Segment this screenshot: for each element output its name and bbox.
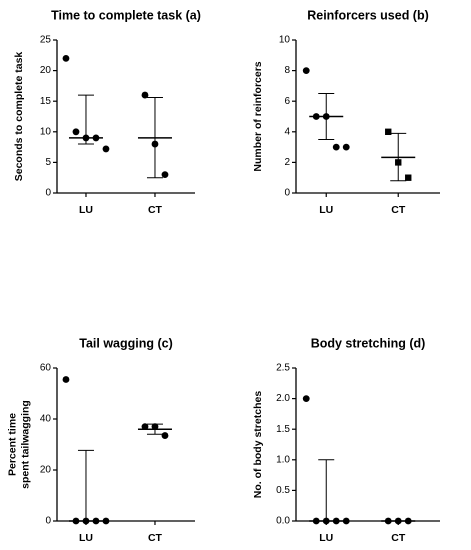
x-tick-label: CT: [391, 204, 406, 216]
data-point: [384, 517, 392, 525]
y-tick-label: 1.0: [276, 454, 290, 465]
y-tick-label: 20: [40, 65, 52, 76]
y-tick-label: 4: [284, 126, 290, 137]
data-point: [102, 145, 110, 153]
data-point: [141, 423, 149, 431]
data-point: [405, 174, 412, 181]
data-point: [161, 171, 169, 179]
y-tick-label: 60: [40, 363, 52, 374]
y-tick-label: 0: [45, 516, 51, 527]
y-tick-label: 2: [284, 157, 290, 168]
y-tick-label: 2.5: [276, 363, 290, 374]
data-point: [62, 54, 70, 62]
y-axis-label: Percent time: [6, 413, 18, 476]
y-axis-label: No. of body stretches: [252, 391, 264, 499]
y-tick-label: 0: [284, 188, 290, 199]
y-axis-label: spent tailwagging: [19, 400, 31, 489]
data-point: [395, 159, 402, 166]
y-tick-label: 20: [40, 465, 52, 476]
panel-title: Reinforcers used (b): [307, 8, 429, 22]
x-tick-label: LU: [79, 204, 93, 216]
data-point: [322, 113, 330, 120]
x-tick-label: CT: [391, 532, 406, 544]
data-point: [92, 134, 100, 142]
data-point: [342, 517, 350, 525]
data-point: [404, 517, 412, 525]
data-point: [394, 517, 402, 525]
x-tick-label: CT: [148, 204, 163, 216]
data-point: [92, 517, 100, 525]
data-point: [302, 395, 310, 402]
y-tick-label: 10: [279, 35, 291, 46]
y-tick-label: 10: [40, 126, 52, 137]
data-point: [342, 143, 350, 151]
data-point: [322, 517, 330, 525]
data-point: [72, 517, 80, 525]
panel-title: Time to complete task (a): [51, 8, 201, 22]
data-point: [82, 134, 90, 142]
data-point: [151, 423, 159, 431]
data-point: [332, 517, 340, 525]
y-tick-label: 0.0: [276, 516, 290, 527]
data-point: [102, 517, 110, 525]
data-point: [302, 67, 310, 74]
data-point: [151, 140, 159, 148]
data-point: [82, 517, 90, 525]
x-tick-label: LU: [79, 532, 93, 544]
y-tick-label: 0.5: [276, 485, 290, 496]
y-tick-label: 25: [40, 35, 52, 46]
data-point: [312, 113, 320, 120]
data-point: [161, 432, 169, 439]
y-axis-label: Seconds to complete task: [13, 52, 25, 182]
x-tick-label: LU: [319, 532, 333, 544]
data-point: [72, 128, 80, 136]
y-tick-label: 2.0: [276, 393, 290, 404]
data-point: [332, 143, 340, 151]
y-tick-label: 5: [45, 157, 51, 168]
x-tick-label: CT: [148, 532, 163, 544]
y-tick-label: 0: [45, 188, 51, 199]
x-tick-label: LU: [319, 204, 333, 216]
y-tick-label: 40: [40, 414, 52, 425]
y-tick-label: 8: [284, 65, 290, 76]
y-tick-label: 6: [284, 96, 290, 107]
panel-title: Body stretching (d): [311, 336, 426, 350]
data-point: [62, 376, 70, 383]
data-point: [385, 128, 392, 135]
data-point: [141, 91, 149, 99]
y-tick-label: 1.5: [276, 424, 290, 435]
y-axis-label: Number of reinforcers: [252, 61, 264, 171]
panel-title: Tail wagging (c): [79, 336, 173, 350]
y-tick-label: 15: [40, 96, 52, 107]
data-point: [312, 517, 320, 525]
